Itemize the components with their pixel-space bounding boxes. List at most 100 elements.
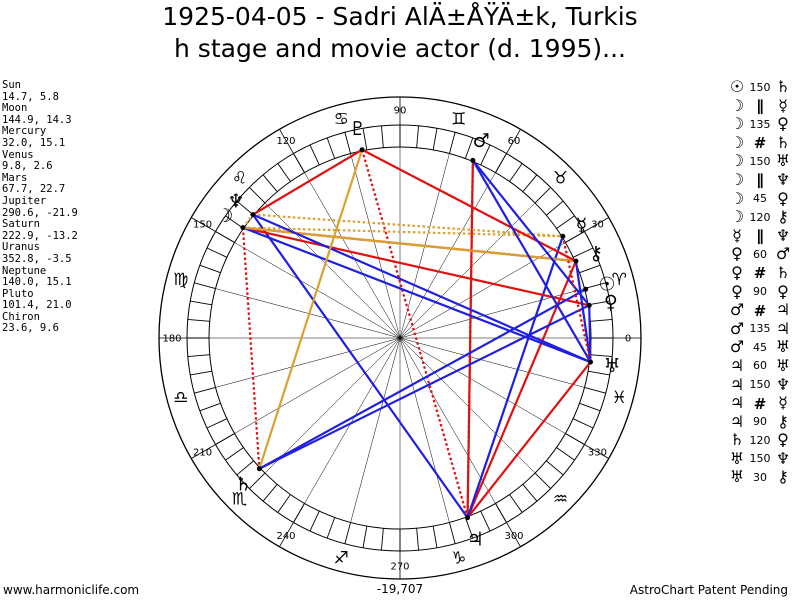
planet-name: Mars <box>2 171 28 184</box>
zodiac-virgo-icon: ♍ <box>173 270 188 290</box>
aspect-row: ♀ # ♄ <box>728 262 800 283</box>
aspect-row: ☽ 45 ♀ <box>728 188 800 209</box>
spoke-line <box>215 337 401 388</box>
degree-tick <box>206 418 228 429</box>
degree-tick <box>199 402 221 412</box>
zodiac-cancer-icon: ♋ <box>334 110 349 130</box>
aspect-line <box>471 159 591 307</box>
aspect-planet-b: ♆ <box>775 374 791 394</box>
aspect-planet-b: ♄ <box>775 77 791 96</box>
saturn-marker <box>256 466 262 472</box>
zodiac-scorpio-icon: ♏ <box>232 490 247 510</box>
aspect-planet-a: ♃ <box>729 393 745 413</box>
planet-name: Sun <box>2 79 21 91</box>
aspect-planet-b: ♄ <box>775 262 791 282</box>
aspect-type: 120 <box>749 210 771 224</box>
aspect-row: ♀ 90 ♀ <box>728 282 800 302</box>
aspect-planet-a: ♀ <box>731 244 743 264</box>
aspect-row: ♀ 60 ♂ <box>728 245 800 264</box>
degree-tick <box>326 517 336 539</box>
planet-coords: 140.0, 15.1 <box>2 276 72 289</box>
degree-tick <box>546 200 564 216</box>
aspect-row: ♅ 30 ⚷ <box>728 468 800 487</box>
aspect-planet-b: ♀ <box>777 188 789 208</box>
aspect-planet-b: ♄ <box>775 132 791 152</box>
degree-tick <box>187 318 210 322</box>
spoke-line <box>304 172 401 339</box>
degree-label: 300 <box>504 531 523 542</box>
planet-coords: 144.9, 14.3 <box>2 113 72 126</box>
neptune-icon: ♆ <box>228 190 245 212</box>
degree-tick <box>236 460 254 476</box>
aspect-planet-b: ☿ <box>778 393 788 413</box>
degree-tick <box>432 526 438 548</box>
aspect-type: 60 <box>753 359 767 373</box>
aspect-line <box>258 288 587 470</box>
degree-tick <box>579 264 601 274</box>
aspect-planet-a: ♃ <box>729 411 745 431</box>
planet-name: Jupiter <box>2 194 47 207</box>
degree-tick <box>344 522 352 544</box>
aspect-type: 150 <box>749 80 771 94</box>
aspect-type: 45 <box>753 340 767 354</box>
degree-tick <box>194 282 216 290</box>
moon-icon: ☽ <box>216 205 233 227</box>
zodiac-leo-icon: ♌ <box>232 168 247 188</box>
degree-label: 330 <box>588 448 607 459</box>
degree-tick <box>199 264 221 274</box>
uranus-marker <box>587 359 593 365</box>
aspect-row: ☽ 150 ♅ <box>728 152 800 171</box>
mercury-icon: ☿ <box>576 215 588 237</box>
degree-tick <box>277 494 291 513</box>
degree-tick <box>432 128 438 150</box>
aspect-row: ♃ 150 ♆ <box>728 374 800 395</box>
aspect-line <box>574 260 592 363</box>
zodiac-capricorn-icon: ♑ <box>451 548 466 568</box>
aspect-row: ♅ 150 ♆ <box>728 449 800 469</box>
jupiter-icon: ♃ <box>467 528 484 550</box>
aspect-planet-a: ☽ <box>729 95 745 115</box>
aspect-planet-a: ☽ <box>729 151 745 171</box>
aspect-planet-a: ☿ <box>732 225 742 245</box>
aspect-type: 135 <box>749 322 771 336</box>
chart-title-line2: h stage and movie actor (d. 1995)... <box>174 34 626 63</box>
degree-tick <box>522 484 538 502</box>
aspect-type: 120 <box>749 433 771 447</box>
pluto-marker <box>359 147 365 153</box>
degree-tick <box>584 386 606 394</box>
aspect-planet-b: ♀ <box>777 430 789 450</box>
degree-label: 0 <box>625 334 631 345</box>
aspect-type: ∥ <box>756 227 764 246</box>
planet-name: Pluto <box>2 287 34 300</box>
degree-tick <box>326 137 336 159</box>
spoke-line <box>399 337 585 388</box>
aspect-type: 150 <box>749 154 771 168</box>
aspect-planet-a: ♂ <box>729 337 745 357</box>
aspect-line <box>466 235 564 519</box>
degree-tick <box>509 163 523 182</box>
spoke-line <box>399 337 450 523</box>
planet-positions-list: Sun 14.7, 5.8 Moon 144.9, 14.3 Mercury 32.0, … <box>2 79 78 335</box>
spoke-line <box>399 337 496 504</box>
aspect-line <box>242 226 577 263</box>
aspect-row: ☽ ∥ ☿ <box>728 95 800 116</box>
footer-website[interactable]: www.harmoniclife.com <box>3 583 140 597</box>
degree-tick <box>590 318 613 322</box>
zodiac-libra-icon: ♎ <box>173 388 188 408</box>
degree-tick <box>509 494 523 513</box>
aspect-planet-b: ⚷ <box>777 467 789 487</box>
degree-tick <box>416 125 420 148</box>
house-divider <box>495 129 521 173</box>
degree-tick <box>277 163 291 182</box>
spoke-line <box>264 337 401 474</box>
aspect-line <box>242 226 591 364</box>
venus-marker <box>586 302 592 308</box>
aspect-planet-a: ☉ <box>729 77 745 96</box>
aspect-planet-a: ♃ <box>729 374 745 394</box>
center-value: -19,707 <box>377 582 423 596</box>
aspect-planet-a: ☽ <box>729 114 745 134</box>
degree-label: 150 <box>193 220 212 231</box>
spoke-line <box>304 337 401 504</box>
degree-tick <box>225 447 244 461</box>
